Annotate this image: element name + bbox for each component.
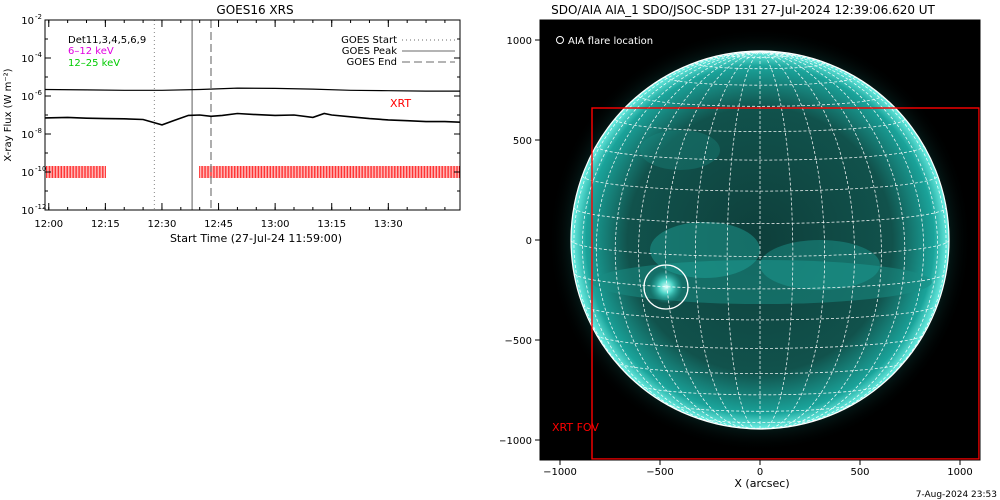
- xrt-fov-label: XRT FOV: [552, 421, 599, 434]
- goes-short-channel-line: [45, 112, 460, 126]
- solar-limb-line: [570, 50, 950, 430]
- xrt-label: XRT: [390, 97, 411, 110]
- longitude-grid-line: [638, 51, 761, 429]
- aia-x-tick-label: −500: [646, 467, 673, 478]
- aia-x-tick-label: 1000: [947, 467, 972, 478]
- latitude-grid-line: [638, 384, 882, 396]
- aia-image-chart: SDO/AIA AIA_1 SDO/JSOC-SDP 131 27-Jul-20…: [500, 3, 997, 500]
- aia-x-tick-label: 500: [850, 467, 869, 478]
- goes-x-tick-label: 13:15: [317, 219, 346, 230]
- goes-chart-title: GOES16 XRS: [216, 3, 293, 17]
- aia-legend: AIA flare location: [556, 36, 653, 47]
- longitude-grid-line: [759, 51, 947, 410]
- detector-list: Det11,3,4,5,6,9: [68, 35, 146, 46]
- goes-series-group: [45, 87, 460, 126]
- longitude-grid-line: [573, 51, 761, 410]
- longitude-grid-line: [695, 51, 761, 429]
- longitude-grid-line: [759, 51, 925, 427]
- aia-legend-marker: [556, 36, 564, 44]
- footer-timestamp: 7-Aug-2024 23:53: [916, 490, 997, 500]
- xrt-coverage-marks: [45, 166, 460, 178]
- aia-x-tick-label: 0: [757, 467, 763, 478]
- aia-x-axis-label: X (arcsec): [734, 477, 789, 490]
- active-region-west: [760, 240, 880, 290]
- aia-x-tick-label: −1000: [543, 467, 577, 478]
- goes-y-tick-exponent: -8: [35, 127, 42, 135]
- disk-features: [592, 130, 932, 304]
- goes-x-tick-label: 13:00: [261, 219, 290, 230]
- goes-y-tick-label: 10: [21, 92, 34, 103]
- goes-y-tick-exponent: -4: [35, 51, 43, 59]
- goes-y-tick-exponent: -10: [35, 165, 46, 173]
- longitude-grid-line: [759, 51, 825, 429]
- goes-y-tick-exponent: -2: [35, 13, 42, 21]
- goes-y-tick-label: 10: [21, 168, 34, 179]
- legend-goes-peak-label: GOES Peak: [342, 46, 397, 57]
- aia-y-axis: 1000 500 0 −500 −1000: [500, 36, 540, 447]
- longitude-grid-line: [581, 51, 761, 424]
- goes-long-channel-line: [45, 87, 460, 92]
- aia-chart-title: SDO/AIA AIA_1 SDO/JSOC-SDP 131 27-Jul-20…: [551, 3, 935, 17]
- goes-y-tick-label: 10: [21, 16, 34, 27]
- longitude-grid-line: [595, 51, 761, 427]
- goes-x-tick-label: 13:30: [374, 219, 403, 230]
- longitude-grid-line: [759, 51, 939, 424]
- active-region-north: [640, 130, 720, 170]
- aia-y-tick-label: −500: [505, 336, 532, 347]
- aia-image-content: [548, 28, 980, 460]
- latitude-grid-line: [582, 175, 938, 192]
- latitude-grid-line: [596, 334, 924, 349]
- longitude-grid-line: [759, 51, 906, 428]
- longitude-grid-line: [614, 51, 761, 428]
- longitude-grid-line: [759, 51, 794, 429]
- goes-y-tick-exponent: -6: [35, 89, 43, 97]
- goes-y-axis-label: X-ray Flux (W m⁻²): [3, 68, 14, 161]
- aia-x-axis: −1000 −500 0 500 1000: [543, 460, 973, 478]
- goes-y-tick-label: 10: [21, 206, 34, 217]
- longitude-grid-line: [759, 51, 855, 429]
- flare-brightening: [649, 270, 683, 304]
- goes-x-tick-label: 12:30: [148, 219, 177, 230]
- goes-y-tick-label: 10: [21, 130, 34, 141]
- longitude-grid-line: [759, 51, 882, 429]
- goes-x-axis-label: Start Time (27-Jul-24 11:59:00): [170, 232, 342, 245]
- longitude-grid-line: [665, 51, 761, 429]
- goes-x-tick-label: 12:15: [91, 219, 120, 230]
- aia-legend-label: AIA flare location: [568, 36, 653, 47]
- flare-location-marker: [643, 264, 689, 310]
- goes-y-tick-exponent: -12: [35, 203, 46, 211]
- solar-disk: [571, 51, 949, 429]
- goes-legend: GOES Start GOES Peak GOES End: [341, 35, 455, 68]
- aia-y-tick-label: 500: [513, 136, 532, 147]
- goes-y-tick-label: 10: [21, 54, 34, 65]
- legend-goes-end-label: GOES End: [347, 57, 397, 68]
- xrt-fov-box: [591, 107, 980, 460]
- latitude-grid-line: [666, 403, 854, 412]
- aia-y-tick-label: 0: [526, 236, 532, 247]
- goes-x-tick-label: 12:45: [204, 219, 233, 230]
- band-low-label: 6–12 keV: [68, 46, 114, 57]
- longitude-grid-line: [726, 51, 761, 429]
- aia-y-tick-label: −1000: [500, 436, 532, 447]
- legend-goes-start-label: GOES Start: [341, 35, 397, 46]
- band-high-label: 12–25 keV: [68, 58, 120, 69]
- goes-x-axis: 12:00 12:15 12:30 12:45 13:00 13:15 13:30: [34, 20, 446, 230]
- goes-x-tick-label: 12:00: [34, 219, 63, 230]
- active-region-east: [650, 222, 760, 278]
- aia-y-tick-label: 1000: [507, 36, 532, 47]
